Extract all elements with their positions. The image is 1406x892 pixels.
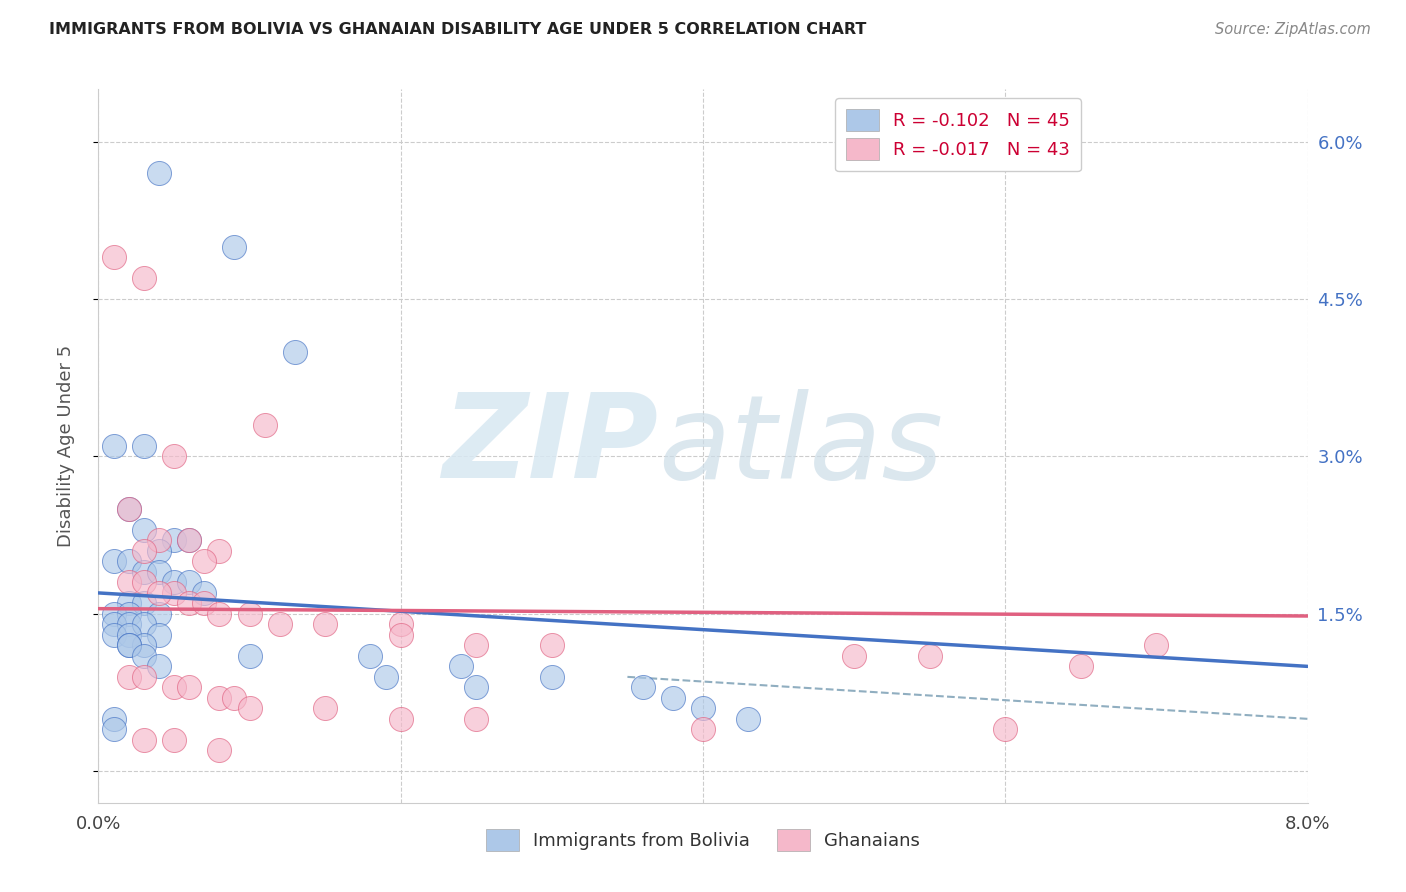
Point	[148, 533, 170, 548]
Point	[103, 554, 125, 568]
Point	[193, 596, 215, 610]
Point	[132, 639, 155, 653]
Point	[132, 575, 155, 590]
Point	[118, 670, 141, 684]
Point	[540, 639, 562, 653]
Point	[239, 607, 262, 621]
Point	[1070, 659, 1092, 673]
Point	[132, 596, 155, 610]
Point	[193, 554, 215, 568]
Point	[118, 617, 141, 632]
Point	[450, 659, 472, 673]
Point	[208, 544, 231, 558]
Point	[132, 565, 155, 579]
Point	[163, 586, 186, 600]
Point	[132, 648, 155, 663]
Point	[269, 617, 291, 632]
Point	[118, 607, 141, 621]
Y-axis label: Disability Age Under 5: Disability Age Under 5	[56, 345, 75, 547]
Point	[148, 628, 170, 642]
Point	[103, 723, 125, 737]
Text: IMMIGRANTS FROM BOLIVIA VS GHANAIAN DISABILITY AGE UNDER 5 CORRELATION CHART: IMMIGRANTS FROM BOLIVIA VS GHANAIAN DISA…	[49, 22, 866, 37]
Point	[389, 712, 412, 726]
Point	[163, 732, 186, 747]
Point	[661, 690, 683, 705]
Point	[179, 575, 201, 590]
Point	[132, 732, 155, 747]
Point	[118, 596, 141, 610]
Point	[179, 596, 201, 610]
Legend: Immigrants from Bolivia, Ghanaians: Immigrants from Bolivia, Ghanaians	[479, 822, 927, 858]
Text: atlas: atlas	[658, 389, 942, 503]
Point	[103, 617, 125, 632]
Point	[208, 690, 231, 705]
Point	[284, 344, 307, 359]
Point	[179, 533, 201, 548]
Point	[208, 743, 231, 757]
Point	[224, 239, 246, 253]
Point	[314, 701, 336, 715]
Point	[994, 723, 1017, 737]
Point	[163, 681, 186, 695]
Point	[103, 712, 125, 726]
Point	[148, 659, 170, 673]
Point	[631, 681, 654, 695]
Point	[239, 701, 262, 715]
Point	[253, 417, 276, 432]
Point	[118, 575, 141, 590]
Point	[465, 712, 488, 726]
Point	[118, 502, 141, 516]
Point	[918, 648, 941, 663]
Point	[360, 648, 382, 663]
Point	[374, 670, 396, 684]
Point	[540, 670, 562, 684]
Point	[692, 723, 714, 737]
Point	[103, 607, 125, 621]
Point	[148, 607, 170, 621]
Point	[193, 586, 215, 600]
Point	[179, 533, 201, 548]
Text: ZIP: ZIP	[441, 389, 658, 503]
Point	[389, 617, 412, 632]
Point	[118, 502, 141, 516]
Point	[465, 639, 488, 653]
Point	[163, 533, 186, 548]
Point	[737, 712, 759, 726]
Point	[1146, 639, 1168, 653]
Point	[118, 639, 141, 653]
Point	[132, 523, 155, 537]
Point	[148, 586, 170, 600]
Point	[179, 681, 201, 695]
Text: Source: ZipAtlas.com: Source: ZipAtlas.com	[1215, 22, 1371, 37]
Point	[239, 648, 262, 663]
Point	[103, 439, 125, 453]
Point	[118, 639, 141, 653]
Point	[132, 544, 155, 558]
Point	[118, 628, 141, 642]
Point	[465, 681, 488, 695]
Point	[844, 648, 866, 663]
Point	[208, 607, 231, 621]
Point	[132, 271, 155, 285]
Point	[163, 575, 186, 590]
Point	[103, 250, 125, 264]
Point	[148, 166, 170, 180]
Point	[132, 439, 155, 453]
Point	[148, 565, 170, 579]
Point	[148, 544, 170, 558]
Point	[132, 670, 155, 684]
Point	[132, 617, 155, 632]
Point	[314, 617, 336, 632]
Point	[103, 628, 125, 642]
Point	[163, 450, 186, 464]
Point	[692, 701, 714, 715]
Point	[389, 628, 412, 642]
Point	[224, 690, 246, 705]
Point	[118, 554, 141, 568]
